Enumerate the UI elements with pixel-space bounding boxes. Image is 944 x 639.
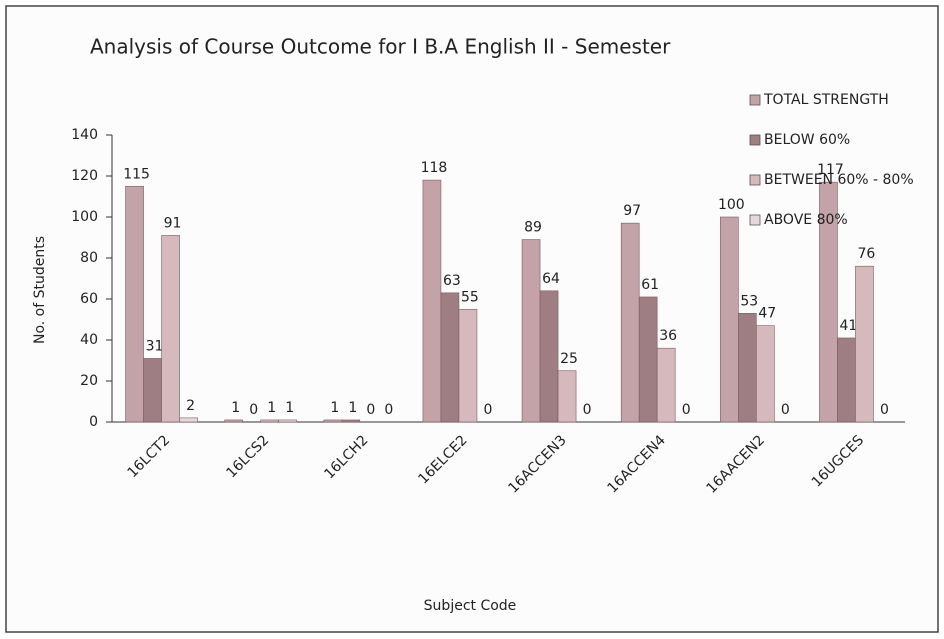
y-axis-label: No. of Students <box>32 236 48 344</box>
value-label: 0 <box>880 402 889 418</box>
legend-label: TOTAL STRENGTH <box>763 92 889 108</box>
value-label: 115 <box>123 166 150 182</box>
value-label: 76 <box>858 246 876 262</box>
bar <box>440 292 460 423</box>
bar <box>422 179 442 423</box>
bar <box>837 337 856 423</box>
value-label: 0 <box>249 402 258 418</box>
value-label: 89 <box>524 220 542 236</box>
bar <box>143 358 162 423</box>
value-label: 1 <box>348 400 357 416</box>
value-label: 55 <box>461 289 479 305</box>
x-axis-label: Subject Code <box>424 598 517 614</box>
legend-swatch <box>749 94 761 106</box>
value-label: 117 <box>817 162 844 178</box>
bar <box>323 419 343 423</box>
y-tick-label: 100 <box>71 209 98 225</box>
legend-swatch <box>749 134 761 146</box>
legend-label: ABOVE 80% <box>764 212 848 228</box>
value-label: 100 <box>718 197 745 213</box>
bar <box>656 347 676 423</box>
value-label: 2 <box>186 398 195 414</box>
value-label: 1 <box>330 400 339 416</box>
y-tick-label: 20 <box>80 373 98 389</box>
value-label: 118 <box>421 160 448 176</box>
y-tick-label: 0 <box>89 414 98 430</box>
bar <box>125 185 144 423</box>
bar <box>341 419 361 423</box>
bar <box>756 325 775 423</box>
value-label: 36 <box>659 328 677 344</box>
bar <box>260 419 279 423</box>
legend-swatch <box>749 214 761 226</box>
value-label: 41 <box>840 318 858 334</box>
bar <box>179 417 198 423</box>
value-label: 63 <box>443 273 461 289</box>
value-label: 0 <box>583 402 592 418</box>
bar <box>224 419 243 423</box>
legend-label: BELOW 60% <box>764 132 850 148</box>
bar <box>557 370 577 423</box>
bar <box>720 216 739 423</box>
y-tick-label: 40 <box>80 332 98 348</box>
value-label: 97 <box>623 203 641 219</box>
bar <box>638 296 658 423</box>
value-label: 1 <box>231 400 240 416</box>
legend-label: BETWEEN 60% - 80% <box>764 172 914 188</box>
bar <box>539 290 559 423</box>
value-label: 53 <box>740 293 758 309</box>
bar <box>458 308 478 423</box>
value-label: 61 <box>641 277 659 293</box>
y-tick-label: 120 <box>71 168 98 184</box>
value-label: 1 <box>285 400 294 416</box>
value-label: 25 <box>560 351 578 367</box>
value-label: 91 <box>164 215 182 231</box>
bar <box>855 265 874 423</box>
y-tick-label: 80 <box>80 250 98 266</box>
value-label: 47 <box>758 306 776 322</box>
legend-swatch <box>749 174 761 186</box>
bar <box>620 222 640 423</box>
value-label: 0 <box>366 402 375 418</box>
bar <box>521 239 541 423</box>
y-tick-label: 140 <box>71 127 98 143</box>
bar <box>278 419 297 423</box>
bar <box>161 235 180 423</box>
value-label: 1 <box>267 400 276 416</box>
value-label: 0 <box>781 402 790 418</box>
value-label: 64 <box>542 271 560 287</box>
value-label: 31 <box>146 338 164 354</box>
value-label: 0 <box>384 402 393 418</box>
bar <box>819 181 838 423</box>
bar <box>738 313 757 423</box>
chart-title: Analysis of Course Outcome for I B.A Eng… <box>90 35 671 59</box>
value-label: 0 <box>483 402 492 418</box>
value-label: 0 <box>682 402 691 418</box>
y-tick-label: 60 <box>80 291 98 307</box>
